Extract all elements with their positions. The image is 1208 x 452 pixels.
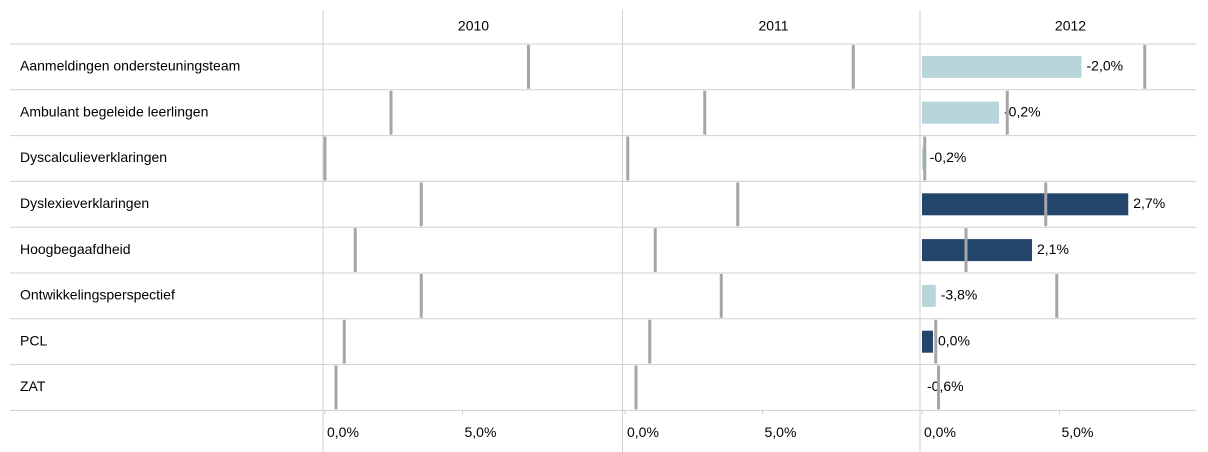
bar: [922, 284, 936, 307]
bar: [922, 330, 933, 353]
x-tick-label: 5,0%: [765, 424, 797, 440]
value-label: 2,1%: [1037, 241, 1069, 257]
value-label: -0,2%: [1004, 103, 1041, 119]
panel-title: 2012: [1055, 18, 1086, 34]
bar: [922, 55, 1082, 78]
bar: [922, 101, 999, 124]
bar: [922, 239, 1032, 262]
category-label: Ambulant begeleide leerlingen: [20, 103, 208, 119]
x-tick-label: 0,0%: [627, 424, 659, 440]
panel-title: 2011: [758, 18, 788, 34]
value-label: 2,7%: [1133, 195, 1165, 211]
bar: [922, 193, 1129, 216]
x-tick-label: 5,0%: [1062, 424, 1094, 440]
panel-title: 2010: [458, 18, 489, 34]
x-tick-label: 5,0%: [465, 424, 497, 440]
value-label: -3,8%: [941, 287, 978, 303]
category-label: Aanmeldingen ondersteuningsteam: [20, 58, 240, 74]
category-label: ZAT: [20, 378, 46, 394]
category-label: Hoogbegaafdheid: [20, 241, 131, 257]
category-label: Ontwikkelingsperspectief: [20, 287, 175, 303]
value-label: 0,0%: [938, 332, 970, 348]
value-label: -0,6%: [927, 378, 964, 394]
value-label: -0,2%: [930, 149, 967, 165]
x-tick-label: 0,0%: [924, 424, 956, 440]
category-label: Dyscalculieverklaringen: [20, 149, 167, 165]
value-label: -2,0%: [1087, 58, 1124, 74]
category-label: PCL: [20, 332, 47, 348]
category-label: Dyslexieverklaringen: [20, 195, 149, 211]
x-tick-label: 0,0%: [327, 424, 359, 440]
